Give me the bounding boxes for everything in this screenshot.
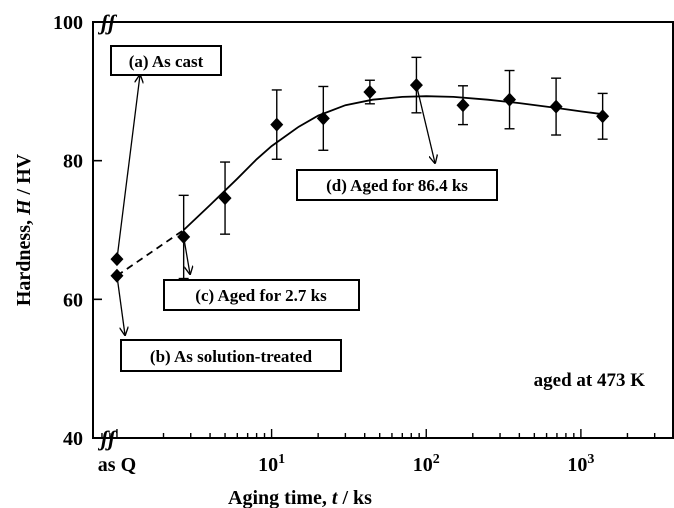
callout-label: (b) As solution-treated	[150, 347, 313, 366]
axis-break-mark: ʃʃ	[98, 10, 118, 35]
x-tick-label: 103	[567, 452, 594, 476]
plot-area-border	[92, 21, 674, 439]
x-tick-label: as Q	[98, 454, 136, 476]
text-labels: 40 60 80 100 as Q 101 102 103 ʃʃ ʃʃ Aging time, t …	[13, 10, 645, 508]
data-point	[596, 109, 610, 124]
x-tick-label: 101	[258, 452, 285, 476]
callout-arrow	[183, 236, 190, 274]
callout-box	[110, 45, 222, 76]
data-point	[549, 99, 563, 114]
y-axis-title: Hardness, H / HV	[13, 153, 35, 306]
fit-curve	[183, 95, 603, 231]
x-tick-label: 102	[413, 452, 440, 476]
condition-label: aged at 473 K	[534, 370, 646, 391]
callout-box	[296, 169, 498, 201]
callout-box	[163, 279, 360, 311]
data-point	[218, 191, 232, 206]
data-point	[503, 92, 517, 107]
callout-label: (a) As cast	[129, 52, 204, 71]
plot-frame	[92, 21, 674, 439]
callout-label: (c) Aged for 2.7 ks	[195, 286, 327, 305]
callout-arrow	[116, 275, 125, 335]
data-point	[316, 111, 330, 126]
x-axis-title: Aging time, t / ks	[228, 487, 372, 508]
y-tick-label: 100	[53, 12, 83, 34]
callout-label: (d) Aged for 86.4 ks	[326, 176, 468, 195]
y-tick-label: 40	[63, 428, 83, 450]
y-tick-label: 60	[63, 289, 83, 311]
data-point	[270, 117, 284, 132]
callout-layer: (a) As cast (b) As solution-treated (c) Ag…	[110, 45, 498, 372]
callout-box	[120, 339, 342, 372]
axis-ticks	[93, 21, 656, 439]
dashed-connector	[116, 229, 185, 277]
callout-arrow	[415, 84, 435, 163]
data-point	[456, 98, 470, 113]
y-tick-label: 80	[63, 151, 83, 173]
data-point	[363, 85, 377, 100]
error-bars	[178, 56, 608, 280]
axis-break-mark: ʃʃ	[98, 426, 118, 451]
callout-arrow	[116, 75, 140, 260]
fit-curve-layer	[116, 95, 603, 277]
